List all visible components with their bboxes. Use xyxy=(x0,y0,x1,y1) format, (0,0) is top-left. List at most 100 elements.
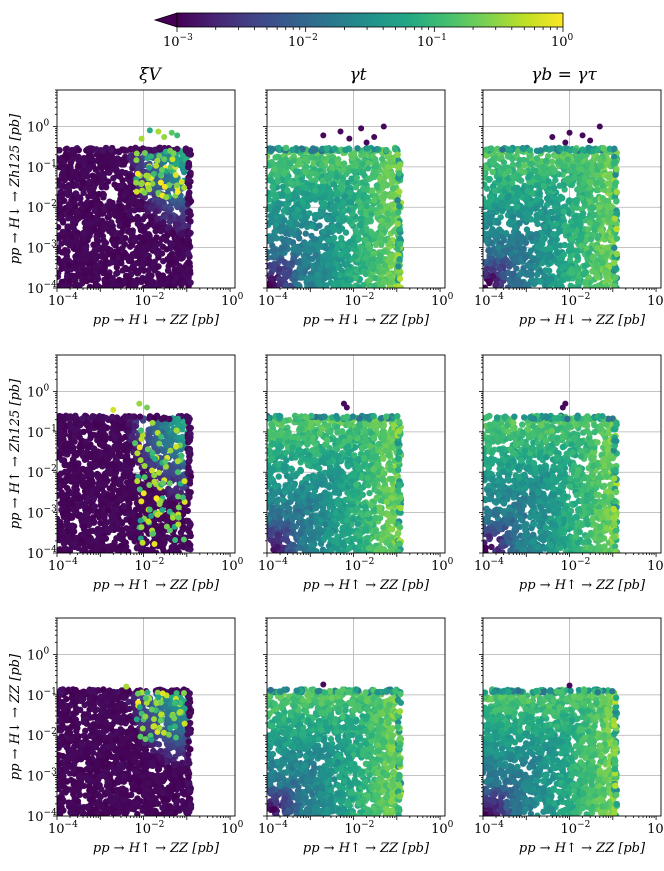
data-point xyxy=(581,199,588,207)
highlight-point xyxy=(172,172,179,179)
y-tick-label: 10−3 xyxy=(27,240,57,257)
data-point xyxy=(119,244,126,252)
data-point xyxy=(522,254,529,261)
data-point xyxy=(543,195,551,202)
data-point xyxy=(120,192,128,200)
data-point xyxy=(119,267,127,274)
data-point xyxy=(105,178,112,185)
data-point xyxy=(79,166,86,173)
x-axis-label: pp → H↓ → ZZ [pb] xyxy=(519,313,646,328)
data-point xyxy=(91,225,98,233)
data-point xyxy=(489,168,496,176)
data-point xyxy=(580,179,587,187)
data-point xyxy=(506,146,514,153)
data-point xyxy=(533,196,541,203)
highlight-point xyxy=(145,172,152,179)
data-point xyxy=(359,169,367,176)
data-point xyxy=(586,179,594,186)
data-point xyxy=(499,146,506,153)
outlier-point xyxy=(146,127,153,134)
data-point xyxy=(309,246,317,253)
data-point xyxy=(98,163,106,171)
data-point xyxy=(81,203,88,210)
data-point xyxy=(594,146,601,154)
data-point xyxy=(104,273,111,280)
data-point xyxy=(486,214,494,222)
data-point xyxy=(370,168,378,176)
data-point xyxy=(267,237,274,244)
data-point xyxy=(62,146,70,153)
data-point xyxy=(80,229,87,237)
data-point xyxy=(538,236,546,244)
data-point xyxy=(525,173,532,181)
data-point xyxy=(360,185,367,192)
data-point xyxy=(598,248,606,255)
data-point xyxy=(169,230,177,238)
data-point xyxy=(501,187,508,195)
data-point xyxy=(85,145,93,153)
data-point xyxy=(312,236,319,243)
data-point xyxy=(277,200,284,207)
data-point xyxy=(151,258,158,265)
data-point xyxy=(550,231,557,238)
data-point xyxy=(540,165,548,172)
data-point xyxy=(267,248,271,256)
data-point xyxy=(394,245,401,253)
data-point xyxy=(582,279,589,286)
data-point xyxy=(179,151,186,158)
data-point xyxy=(553,221,560,228)
data-point xyxy=(161,214,169,221)
data-point xyxy=(285,238,292,246)
data-point xyxy=(528,160,535,167)
colorbar-ticks xyxy=(176,27,564,32)
data-point xyxy=(559,194,566,202)
data-point xyxy=(509,155,516,163)
data-point xyxy=(309,255,316,262)
data-point xyxy=(185,259,192,267)
data-point xyxy=(371,197,378,204)
data-point xyxy=(329,265,337,273)
y-tick-label: 10−1 xyxy=(27,159,57,176)
data-point xyxy=(336,272,343,279)
data-point xyxy=(364,160,372,167)
data-point xyxy=(346,282,353,288)
outlier-point xyxy=(579,132,586,139)
data-point xyxy=(65,261,73,269)
data-point xyxy=(364,260,372,268)
data-point xyxy=(295,229,303,236)
data-point xyxy=(338,212,346,220)
highlight-point xyxy=(172,161,179,168)
data-point xyxy=(335,227,343,235)
data-point xyxy=(515,161,522,168)
data-point xyxy=(384,216,392,224)
data-point xyxy=(366,277,373,284)
highlight-point xyxy=(158,166,165,173)
data-point xyxy=(288,259,296,267)
data-point xyxy=(73,208,81,216)
data-point xyxy=(355,235,363,243)
data-point xyxy=(611,283,618,288)
data-point xyxy=(307,154,315,161)
data-point xyxy=(84,236,91,244)
data-point xyxy=(145,266,152,274)
data-point xyxy=(57,234,63,242)
data-point xyxy=(613,166,620,173)
data-point xyxy=(274,173,281,180)
data-point xyxy=(343,253,350,260)
data-point xyxy=(599,194,606,202)
data-point xyxy=(500,247,507,255)
data-point xyxy=(360,281,367,288)
data-point xyxy=(302,230,309,237)
data-point xyxy=(65,223,73,230)
data-point xyxy=(613,235,621,242)
colorbar-tick-label-min: 10−3 xyxy=(163,33,193,50)
data-point xyxy=(120,161,128,168)
data-point xyxy=(604,203,611,210)
data-point xyxy=(299,145,306,153)
data-point xyxy=(66,278,73,285)
data-point xyxy=(553,214,560,221)
data-point xyxy=(101,206,108,214)
data-point xyxy=(483,152,490,159)
data-point xyxy=(352,226,359,234)
